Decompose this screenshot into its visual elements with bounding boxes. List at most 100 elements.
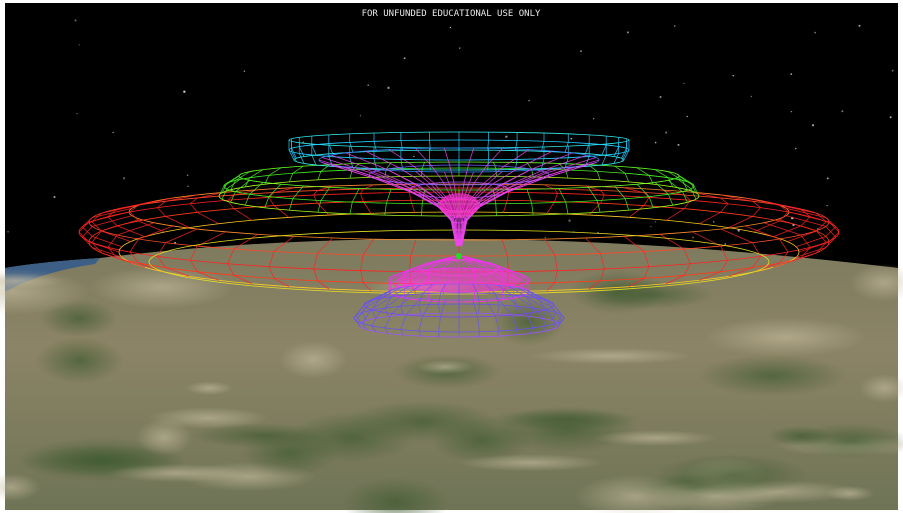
wire-meridian xyxy=(623,140,630,161)
watermark: FOR UNFUNDED EDUCATIONAL USE ONLY xyxy=(362,9,541,19)
funnel-core xyxy=(439,193,479,217)
star xyxy=(665,131,668,134)
wire-meridian xyxy=(418,299,433,337)
wire-meridian xyxy=(526,189,534,216)
terrain-patch xyxy=(35,336,124,385)
wire-meridian xyxy=(388,149,458,245)
star xyxy=(367,84,370,87)
terrain-patch xyxy=(341,477,450,513)
wire-meridian xyxy=(91,204,141,242)
terrain-patch xyxy=(147,406,269,430)
wire-meridian xyxy=(421,189,425,216)
wire-meridian xyxy=(744,197,789,233)
star xyxy=(449,26,452,29)
star xyxy=(7,231,9,233)
wire-meridian xyxy=(667,171,688,190)
star xyxy=(683,82,685,84)
wire-meridian xyxy=(621,138,627,159)
wire-meridian xyxy=(288,185,304,211)
star xyxy=(593,118,595,120)
star xyxy=(528,99,530,102)
wire-meridian xyxy=(91,218,141,263)
wire-meridian xyxy=(400,147,403,170)
terrain-patch xyxy=(0,473,41,502)
star xyxy=(677,143,680,146)
wire-meridian xyxy=(129,225,174,273)
wire-meridian xyxy=(744,225,789,273)
wire-meridian xyxy=(311,136,317,156)
wire-meridian xyxy=(349,133,354,153)
wire-meridian xyxy=(472,284,480,314)
star xyxy=(724,243,726,245)
terrain-patch xyxy=(107,463,248,483)
wire-meridian xyxy=(692,191,729,225)
star xyxy=(243,70,246,72)
wire-meridian xyxy=(558,188,569,214)
terrain-patch xyxy=(792,423,903,459)
terrain-patch xyxy=(458,454,604,472)
wire-meridian xyxy=(786,207,837,248)
wire-meridian xyxy=(218,175,240,197)
star xyxy=(814,31,816,34)
terrain-patch xyxy=(529,347,693,365)
wire-meridian xyxy=(221,173,242,194)
wire-meridian xyxy=(636,183,654,208)
stars xyxy=(7,19,894,245)
wire-meridian xyxy=(349,188,360,214)
wire-meridian xyxy=(400,284,421,316)
wire-meridian xyxy=(400,298,421,336)
wire-meridian xyxy=(678,175,700,197)
wire-meridian xyxy=(328,134,333,154)
wire-meridian xyxy=(459,148,503,245)
terrain-patch xyxy=(416,359,474,375)
wire-meridian xyxy=(244,169,264,188)
wire-meridian xyxy=(438,299,446,337)
wire-meridian xyxy=(298,137,305,157)
wire-meridian xyxy=(692,231,729,281)
star xyxy=(76,112,78,115)
wire-meridian xyxy=(564,133,569,153)
wire-meridian xyxy=(384,189,392,216)
wire-meridian xyxy=(321,157,457,245)
wire-meridian xyxy=(654,169,674,188)
star xyxy=(841,110,844,113)
wire-meridian xyxy=(421,162,425,177)
wire-meridian xyxy=(654,182,674,206)
star xyxy=(78,44,80,46)
wire-meridian xyxy=(400,132,403,151)
wire-meridian xyxy=(264,167,282,185)
terrain-patch xyxy=(487,408,641,431)
wire-meridian xyxy=(515,132,518,151)
star xyxy=(826,177,829,180)
star xyxy=(811,124,815,127)
terrain-patch xyxy=(593,430,718,447)
wire-meridian xyxy=(313,185,333,216)
star xyxy=(403,57,406,60)
star xyxy=(794,147,797,150)
wire-meridian xyxy=(317,187,331,213)
wire-meridian xyxy=(601,136,607,156)
wire-meridian xyxy=(720,194,762,228)
wire-meridian xyxy=(487,147,489,170)
wire-meridian xyxy=(360,238,374,291)
star xyxy=(459,47,461,49)
star xyxy=(858,24,861,27)
wire-meridian xyxy=(221,177,242,200)
wire-meridian xyxy=(523,294,557,330)
wire-meridian xyxy=(330,154,457,245)
wire-meridian xyxy=(763,200,811,238)
wire-meridian xyxy=(227,233,259,285)
wire-meridian xyxy=(472,299,480,337)
wire-meridian xyxy=(328,145,333,167)
facility-marker xyxy=(456,253,462,259)
terrain-patch xyxy=(584,280,715,310)
star xyxy=(174,241,177,244)
wire-meridian xyxy=(720,228,761,277)
wire-meridian xyxy=(493,189,497,216)
wire-meridian xyxy=(189,191,226,225)
star xyxy=(74,19,77,22)
wire-meridian xyxy=(345,152,457,245)
star xyxy=(568,219,571,222)
wire-meridian xyxy=(585,185,605,216)
